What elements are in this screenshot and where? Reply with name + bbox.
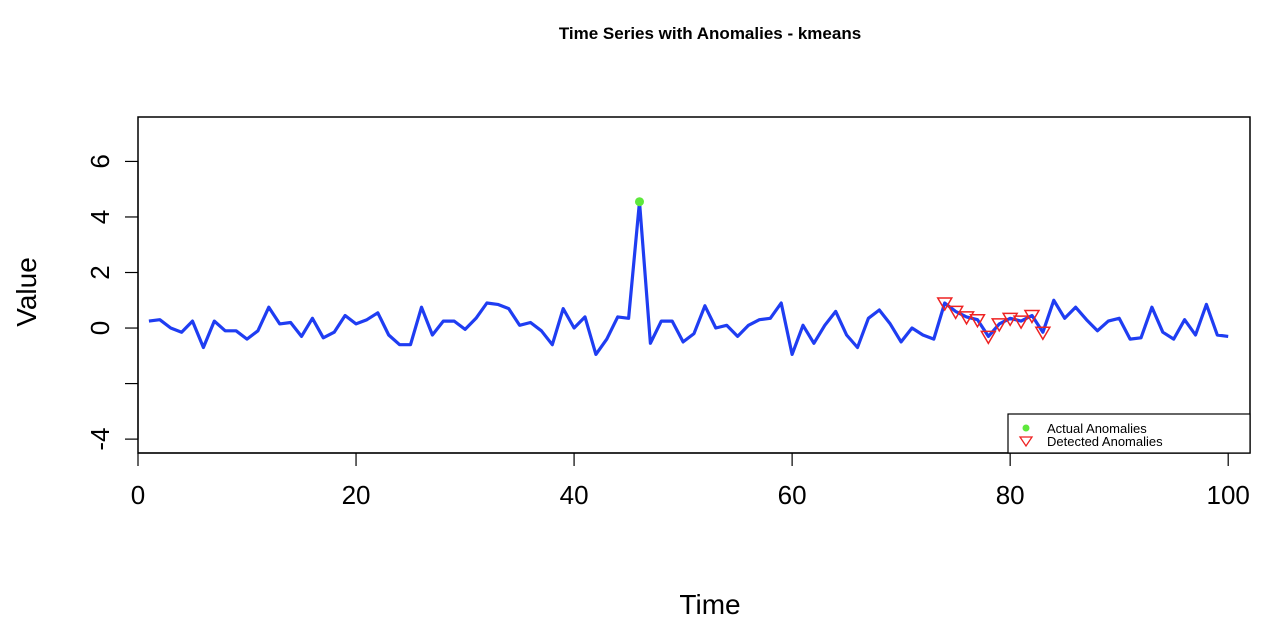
x-axis: 0 20 40 60 80 100 [131, 452, 1250, 510]
legend-label-detected: Detected Anomalies [1047, 434, 1163, 449]
legend-detected-marker [1018, 436, 1034, 448]
detected-anomaly-marker [990, 318, 1008, 333]
legend-box [1007, 413, 1251, 454]
x-tick-label: 40 [560, 480, 589, 510]
y-tick-label: 0 [85, 321, 115, 335]
actual-anomaly-marker [634, 197, 644, 207]
y-tick-label: 2 [85, 265, 115, 279]
actual-anomalies-layer [634, 197, 644, 207]
y-tick-label: -4 [85, 428, 115, 451]
detected-anomaly-marker [1012, 315, 1030, 330]
detected-anomalies-layer [936, 297, 1052, 345]
series-layer [148, 200, 1229, 356]
legend-label-actual: Actual Anomalies [1047, 421, 1147, 436]
x-tick-label: 100 [1207, 480, 1250, 510]
detected-anomaly-marker [980, 330, 997, 345]
legend-actual-marker [1022, 424, 1030, 432]
detected-anomaly-marker [1034, 326, 1052, 341]
y-axis-label: Value [11, 257, 42, 327]
x-tick-label: 60 [778, 480, 807, 510]
detected-anomaly-marker [1023, 309, 1041, 325]
y-tick-label: 6 [85, 154, 115, 168]
x-axis-label: Time [679, 589, 740, 620]
detected-anomaly-marker [958, 311, 975, 326]
chart-title: Time Series with Anomalies - kmeans [559, 24, 861, 43]
detected-anomaly-marker [969, 313, 986, 329]
x-tick-label: 0 [131, 480, 145, 510]
x-tick-label: 80 [996, 480, 1025, 510]
y-axis: -4 0 2 4 6 [85, 154, 139, 451]
legend: Actual Anomalies Detected Anomalies [1007, 413, 1251, 454]
x-tick-label: 20 [342, 480, 371, 510]
detected-anomaly-marker [936, 297, 954, 312]
plot-area-frame [137, 116, 1251, 454]
y-tick-label: 4 [85, 210, 115, 224]
detected-anomaly-marker [1001, 312, 1019, 327]
series-line [148, 200, 1229, 356]
